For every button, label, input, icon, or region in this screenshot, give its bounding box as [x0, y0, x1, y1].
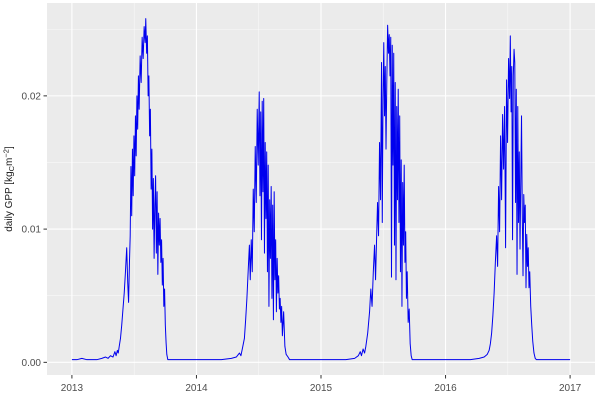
y-tick-label: 0.02	[22, 91, 42, 102]
gpp-line	[71, 18, 571, 361]
y-axis-title-part: m	[4, 158, 15, 166]
y-axis-title-part: C	[7, 165, 16, 171]
y-axis-title: daily GPP [kgCm−2]	[2, 146, 17, 232]
y-axis-title-part: ]	[4, 146, 15, 149]
x-tick-label: 2016	[434, 383, 457, 394]
y-tick-label: 0.00	[22, 358, 42, 369]
x-tick-label: 2013	[61, 383, 84, 394]
x-tick-label: 2017	[559, 383, 582, 394]
y-tick-label: 0.01	[22, 225, 42, 236]
y-axis-title-part: daily GPP [kg	[4, 171, 15, 231]
y-axis-title-part: −2	[2, 149, 11, 158]
x-tick-label: 2015	[310, 383, 333, 394]
x-tick-label: 2014	[185, 383, 208, 394]
